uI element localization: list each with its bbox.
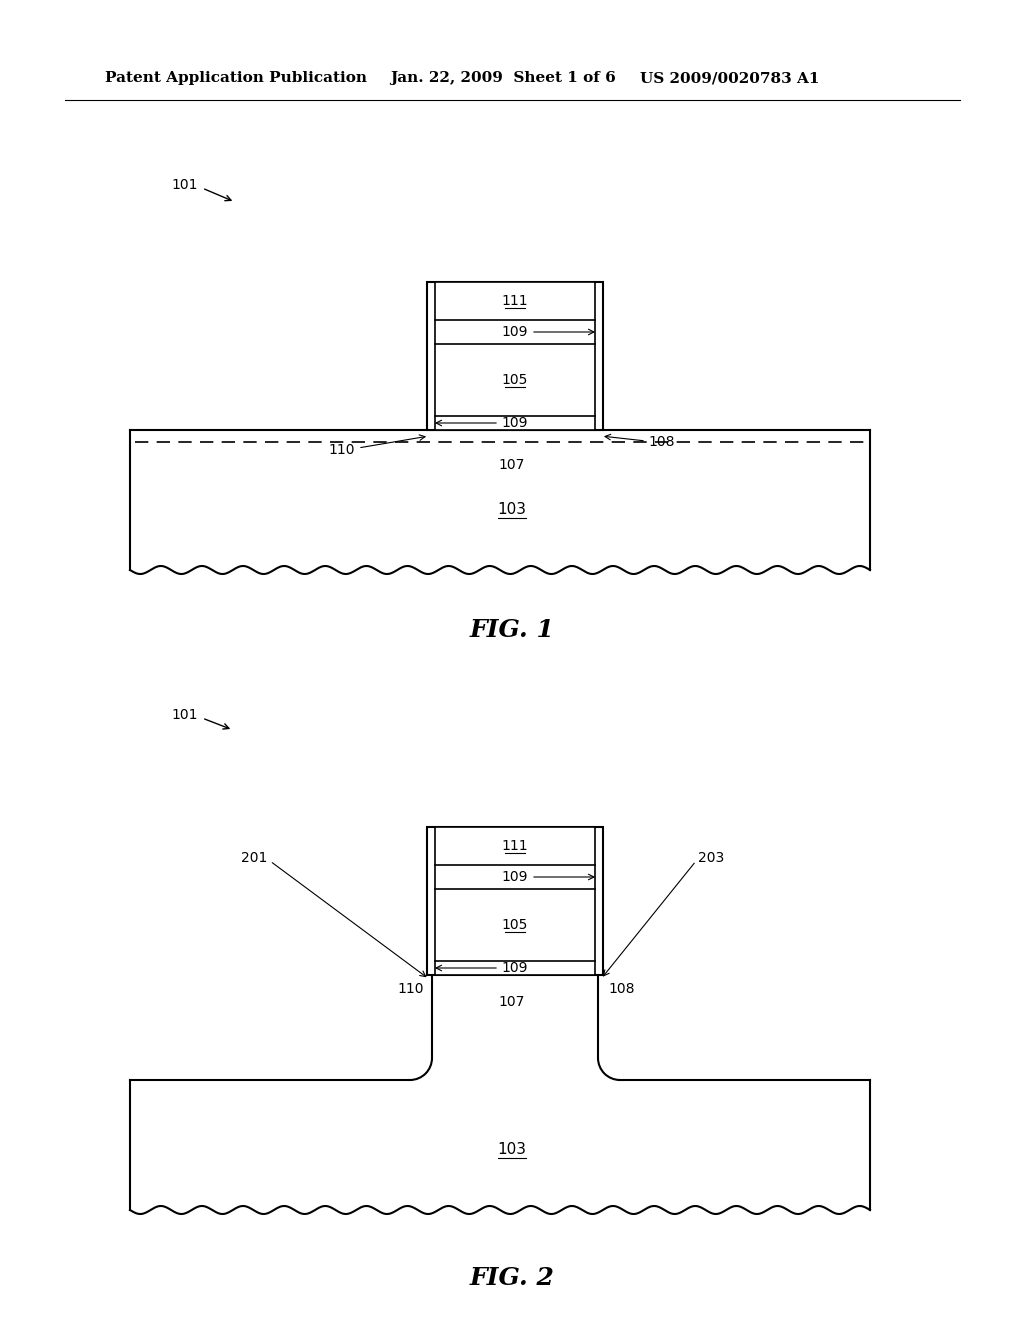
Text: 109: 109 (502, 325, 528, 339)
Bar (435, 282, 595, 430)
Text: FIG. 1: FIG. 1 (470, 618, 554, 642)
Text: 108: 108 (648, 436, 675, 449)
Text: 105: 105 (502, 917, 528, 932)
Bar (432, 975, 598, 1080)
Text: 103: 103 (498, 503, 526, 517)
Text: US 2009/0020783 A1: US 2009/0020783 A1 (640, 71, 819, 84)
Text: 203: 203 (698, 851, 724, 865)
Text: 107: 107 (499, 995, 525, 1008)
Bar (435, 828, 595, 975)
Text: Patent Application Publication: Patent Application Publication (105, 71, 367, 84)
Text: 109: 109 (502, 416, 528, 430)
Text: 109: 109 (502, 961, 528, 975)
Bar (427, 282, 603, 430)
Bar (427, 828, 603, 975)
Text: 111: 111 (502, 294, 528, 308)
Text: Jan. 22, 2009  Sheet 1 of 6: Jan. 22, 2009 Sheet 1 of 6 (390, 71, 615, 84)
Text: FIG. 2: FIG. 2 (470, 1266, 554, 1290)
Text: 107: 107 (499, 458, 525, 473)
Text: 111: 111 (502, 840, 528, 853)
Text: 108: 108 (608, 982, 635, 997)
Text: 110: 110 (397, 982, 424, 997)
Text: 201: 201 (241, 851, 267, 865)
Bar (131, 1081, 869, 1206)
Text: 101: 101 (171, 708, 198, 722)
Text: 110: 110 (329, 444, 355, 457)
Text: 101: 101 (171, 178, 198, 191)
Text: 105: 105 (502, 374, 528, 387)
Text: 109: 109 (502, 870, 528, 884)
Text: 103: 103 (498, 1143, 526, 1158)
